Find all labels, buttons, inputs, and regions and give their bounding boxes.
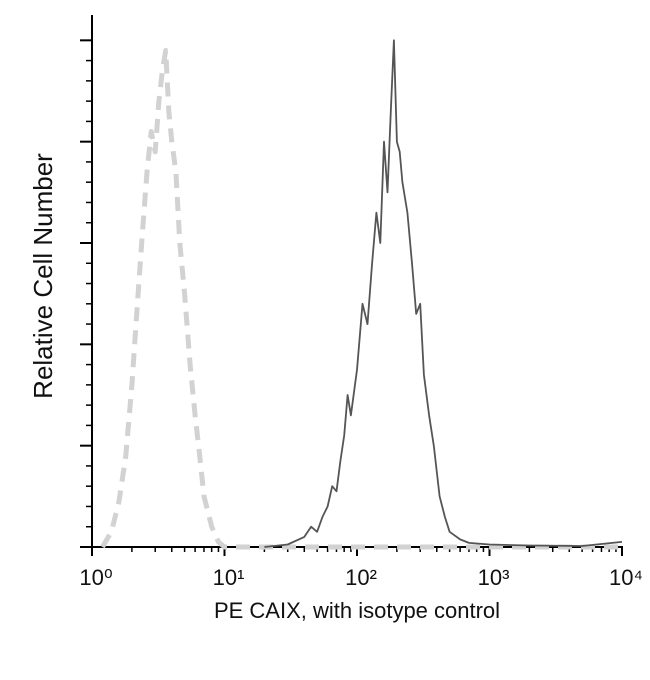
histogram-line [100,48,622,550]
x-tick-label: 10² [345,565,377,590]
x-tick-label: 10³ [478,565,510,590]
x-tick-label: 10⁴ [609,565,643,590]
x-tick-label: 10¹ [213,565,245,590]
y-axis-title: Relative Cell Number [28,153,58,399]
histogram-line [264,39,623,548]
x-tick-label: 10⁰ [79,565,112,590]
x-axis-title: PE CAIX, with isotype control [214,598,500,623]
